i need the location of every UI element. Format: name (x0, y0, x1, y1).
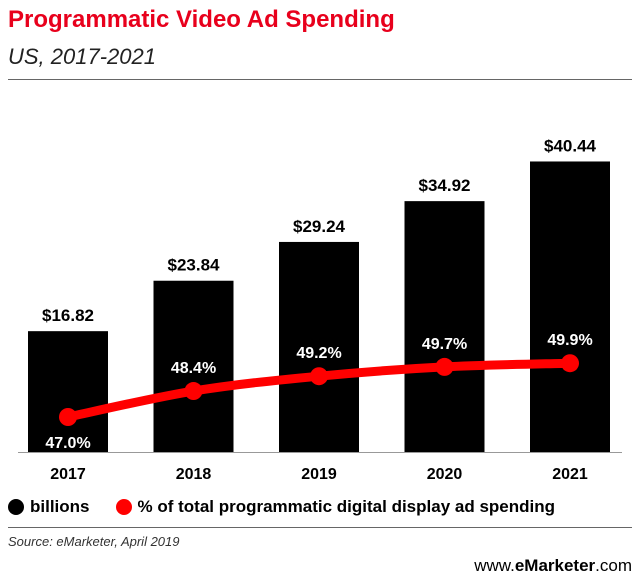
line-point (310, 367, 328, 386)
bar (530, 161, 610, 452)
line-value-label: 49.7% (422, 336, 467, 353)
x-tick-label: 2020 (427, 466, 463, 483)
line-value-label: 49.2% (296, 345, 341, 362)
x-tick-label: 2017 (50, 466, 86, 483)
x-tick-label: 2021 (552, 466, 588, 483)
footer-divider (8, 527, 632, 528)
chart-legend: billions % of total programmatic digital… (8, 497, 555, 517)
bar (404, 201, 485, 452)
bar-value-label: $23.84 (168, 256, 221, 275)
bar-value-label: $34.92 (419, 176, 471, 195)
legend-label-line: % of total programmatic digital display … (137, 497, 556, 516)
brand-prefix: www. (474, 556, 515, 575)
chart-subtitle: US, 2017-2021 (8, 44, 156, 69)
legend-item-bars: billions (8, 497, 90, 517)
x-tick-label: 2018 (176, 466, 212, 483)
bar (153, 280, 234, 452)
brand-url: www.eMarketer.com (474, 556, 632, 576)
line-value-label: 48.4% (171, 360, 216, 377)
x-tick-label: 2019 (301, 466, 337, 483)
bar-value-label: $29.24 (293, 217, 346, 236)
line-value-label: 49.9% (547, 332, 592, 349)
header-divider (8, 79, 632, 80)
line-point (435, 357, 454, 376)
chart-plot: $16.82 $23.84 $29.24 $34.92 $40.44 47.0% 48.4%… (18, 136, 622, 483)
bar (279, 241, 359, 452)
line-point (59, 408, 77, 426)
line-point (561, 354, 579, 373)
legend-label-bars: billions (30, 497, 90, 516)
bar (28, 331, 108, 452)
line-point (184, 382, 203, 401)
legend-swatch-bars (8, 499, 24, 515)
brand-name: eMarketer (514, 556, 596, 575)
brand-suffix: .com (595, 556, 632, 575)
bar-value-label: $40.44 (544, 136, 597, 155)
source-note: Source: eMarketer, April 2019 (8, 534, 180, 549)
legend-item-line: % of total programmatic digital display … (115, 497, 556, 517)
chart-title: Programmatic Video Ad Spending (8, 6, 395, 33)
legend-swatch-line (115, 499, 132, 515)
bar-value-label: $16.82 (42, 306, 94, 325)
line-value-label: 47.0% (45, 435, 90, 452)
